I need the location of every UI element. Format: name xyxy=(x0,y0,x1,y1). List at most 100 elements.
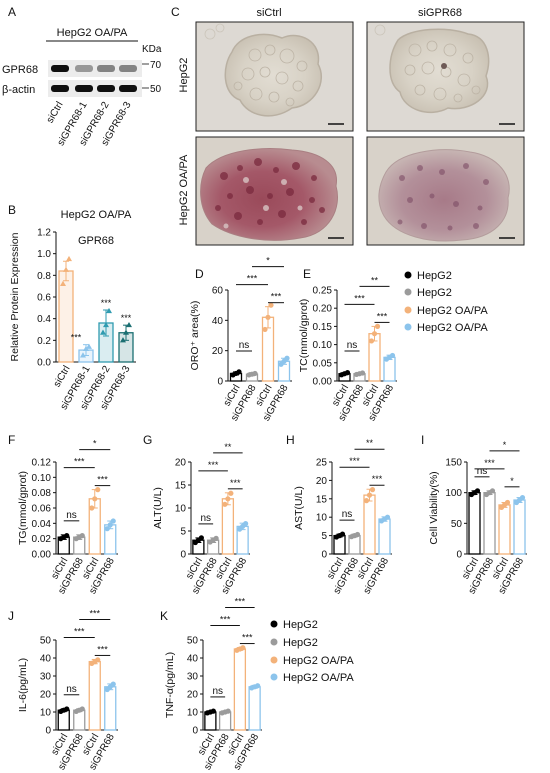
blot-mw-unit: KDa xyxy=(142,44,162,55)
y-tick-label: 0.05 xyxy=(313,358,333,369)
y-tick-label: 15 xyxy=(175,481,187,492)
significance-label: ** xyxy=(224,442,232,452)
y-tick-label: 40 xyxy=(40,654,52,665)
data-point xyxy=(213,535,219,541)
western-blot: HepG2 OA/PA KDa GPR68 β-actin 70 50 siCt… xyxy=(2,27,162,148)
significance-label: ns xyxy=(347,340,358,351)
significance-label: *** xyxy=(97,475,108,485)
y-tick-label: 0.00 xyxy=(313,377,333,388)
y-tick-label: 0 xyxy=(192,726,198,737)
y-tick-label: 30 xyxy=(40,672,52,683)
bar xyxy=(233,648,247,731)
y-axis-label: ORO⁺ area(%) xyxy=(189,301,201,371)
blot-marker-50: 50 xyxy=(150,84,162,95)
y-tick-label: 0.25 xyxy=(313,286,333,297)
data-point xyxy=(89,505,95,511)
data-point xyxy=(262,326,268,333)
data-point xyxy=(268,302,274,308)
y-tick-label: 10 xyxy=(40,708,52,719)
legend-top: HepG2 HepG2 HepG2 OA/PA HepG2 OA/PA xyxy=(404,270,488,334)
bar xyxy=(483,492,496,555)
data-point xyxy=(107,522,113,528)
y-tick-label: 1.2 xyxy=(37,228,51,239)
significance-label: ns xyxy=(212,686,223,697)
data-point xyxy=(222,501,228,507)
legend-marker xyxy=(270,638,278,646)
legend-marker xyxy=(404,306,412,314)
data-point xyxy=(368,338,375,344)
bar xyxy=(104,686,117,731)
bar xyxy=(498,504,511,555)
y-tick-label: 20 xyxy=(187,690,199,701)
micro-col-label-sigpr68: siGPR68 xyxy=(418,7,462,19)
data-point xyxy=(374,323,381,329)
y-axis-label: Cell Viability(%) xyxy=(428,471,440,544)
y-tick-label: 40 xyxy=(212,316,224,327)
data-point xyxy=(265,314,271,320)
micrograph-oapa-sigpr68 xyxy=(366,136,525,246)
panel-letter-f: F xyxy=(8,433,15,447)
y-tick-label: 20 xyxy=(316,476,328,487)
data-point xyxy=(519,494,526,501)
bar xyxy=(221,498,235,555)
significance-label: *** xyxy=(242,633,253,643)
y-tick-label: 50 xyxy=(40,636,52,647)
y-tick-label: 0.12 xyxy=(32,458,52,469)
significance-label: ns xyxy=(200,513,211,524)
significance-label: ns xyxy=(342,509,353,520)
x-tick-label: siCtrl xyxy=(52,364,73,389)
significance-label: ns xyxy=(66,684,77,695)
y-tick-label: 0 xyxy=(321,550,327,561)
data-point xyxy=(504,499,511,506)
y-tick-label: 0.10 xyxy=(313,340,333,351)
data-point xyxy=(369,487,376,493)
blot-band xyxy=(75,65,93,72)
panel-letter-e: E xyxy=(303,267,311,281)
data-point xyxy=(64,533,70,539)
chart-b-subtitle: GPR68 xyxy=(78,235,114,247)
micrograph-hepg2-sigpr68 xyxy=(366,21,525,132)
y-tick-label: 20 xyxy=(175,458,187,469)
legend-label-hepg2: HepG2 xyxy=(417,270,452,282)
data-point xyxy=(363,498,370,504)
y-tick-label: 0.04 xyxy=(32,519,52,530)
significance-label: * xyxy=(510,476,514,486)
micrograph-hepg2-sictrl xyxy=(195,21,354,132)
panel-letter-i: I xyxy=(421,433,424,447)
blot-membrane-gpr68 xyxy=(48,60,142,77)
y-tick-label: 100 xyxy=(445,488,462,499)
data-point xyxy=(100,329,106,335)
blot-marker-70: 70 xyxy=(150,60,162,71)
significance-label: *** xyxy=(377,311,388,321)
chart-j: 01020304050IL-6(pg/mL)siCtrlsiGPR68siCtr… xyxy=(17,608,118,772)
data-point xyxy=(236,369,242,375)
chart-g: 05101520ALT(U/L)siCtrlsiGPR68siCtrlsiGPR… xyxy=(152,442,250,596)
data-point xyxy=(63,266,69,272)
panel-letter-j: J xyxy=(8,609,14,623)
legend-label-hepg2-sigpr68: HepG2 xyxy=(283,637,318,649)
significance-label: *** xyxy=(372,474,383,484)
data-point xyxy=(106,307,112,314)
significance-label: *** xyxy=(247,274,258,284)
y-tick-label: 0.15 xyxy=(313,322,333,333)
legend-label-oapa: HepG2 OA/PA xyxy=(283,655,354,667)
significance-label: * xyxy=(266,256,270,266)
blot-band xyxy=(97,65,115,72)
panel-letter-b: B xyxy=(8,203,16,217)
y-axis-label: TG(mmol/gprot) xyxy=(17,471,29,545)
significance-label: ns xyxy=(239,340,250,351)
bar xyxy=(363,494,376,555)
y-tick-label: 1.0 xyxy=(37,249,51,260)
data-point xyxy=(123,329,129,335)
legend-marker xyxy=(404,271,412,279)
data-point xyxy=(66,255,72,262)
bar xyxy=(248,686,261,731)
data-point xyxy=(210,708,216,714)
y-axis-label: TNF-α(pg/mL) xyxy=(164,652,176,718)
y-axis-label: ALT(U/L) xyxy=(152,487,164,529)
data-point xyxy=(104,526,110,532)
data-point xyxy=(80,352,86,358)
bar xyxy=(513,499,526,555)
blot-band xyxy=(97,85,115,92)
